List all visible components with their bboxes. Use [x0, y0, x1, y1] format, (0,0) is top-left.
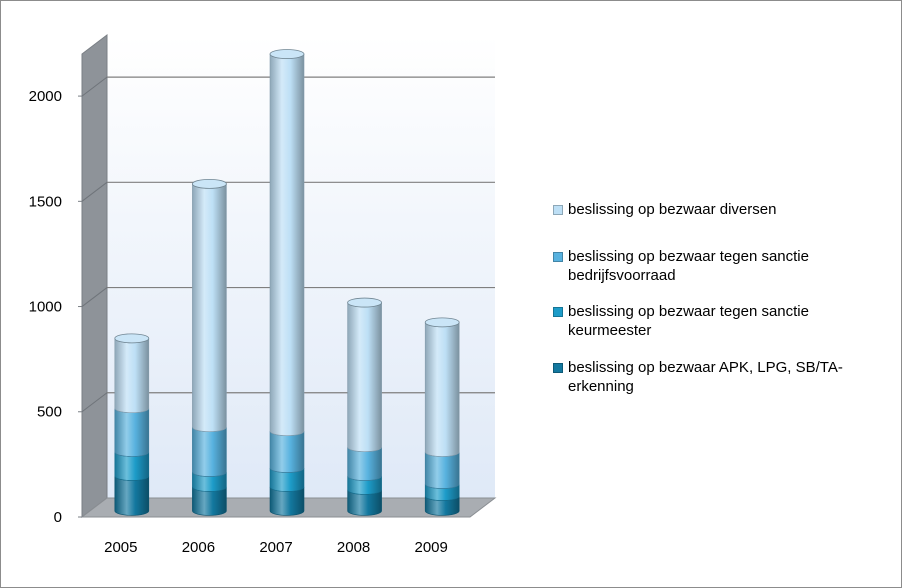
cylinder-cap — [191, 178, 227, 189]
x-tick-label: 2006 — [182, 539, 215, 556]
grid-line — [81, 76, 108, 97]
cylinder-cap — [347, 297, 383, 308]
cylinder-cap — [114, 333, 150, 344]
cylinder-segment — [192, 183, 227, 432]
legend-swatch — [553, 307, 563, 317]
x-tick-label: 2009 — [415, 539, 448, 556]
grid-line — [81, 287, 108, 307]
legend-swatch — [553, 205, 563, 215]
cylinder-cap — [269, 49, 305, 59]
legend-entry: beslissing op bezwaar diversen — [553, 200, 888, 219]
cylinder-segment — [114, 338, 150, 414]
cylinder-segment — [114, 408, 150, 457]
legend-entry: beslissing op bezwaar tegen sanctie bedr… — [553, 247, 888, 285]
x-tick-label: 2007 — [259, 539, 292, 556]
legend-entry: beslissing op bezwaar APK, LPG, SB/TA-er… — [553, 358, 888, 396]
legend-label: beslissing op bezwaar APK, LPG, SB/TA-er… — [568, 359, 843, 395]
cylinder-segment — [114, 475, 150, 516]
legend-swatch — [553, 252, 563, 262]
x-tick-label: 2008 — [337, 539, 370, 556]
cylinder-cap — [424, 317, 460, 328]
cylinder-segment — [424, 451, 460, 489]
cylinder-segment — [269, 53, 305, 436]
legend-label: beslissing op bezwaar tegen sanctie keur… — [568, 303, 809, 339]
x-tick-label: 2005 — [104, 539, 137, 556]
cylinder-segment — [347, 302, 382, 452]
y-tick-label: 2000 — [29, 88, 62, 105]
cylinder-segment — [424, 322, 460, 457]
legend-label: beslissing op bezwaar tegen sanctie bedr… — [568, 248, 809, 284]
y-tick-label: 500 — [37, 404, 62, 421]
legend-swatch — [553, 363, 563, 373]
cylinder-segment — [269, 431, 305, 473]
side-wall — [81, 33, 108, 519]
legend-label: beslissing op bezwaar diversen — [568, 201, 777, 218]
legend-entry: beslissing op bezwaar tegen sanctie keur… — [553, 302, 888, 340]
cylinder-segment — [347, 447, 382, 481]
y-tick-label: 0 — [54, 509, 62, 526]
grid-line — [81, 392, 108, 413]
grid-line — [81, 181, 108, 202]
y-tick-label: 1500 — [29, 193, 62, 210]
cylinder-segment — [192, 427, 227, 477]
y-tick-label: 1000 — [29, 299, 62, 316]
